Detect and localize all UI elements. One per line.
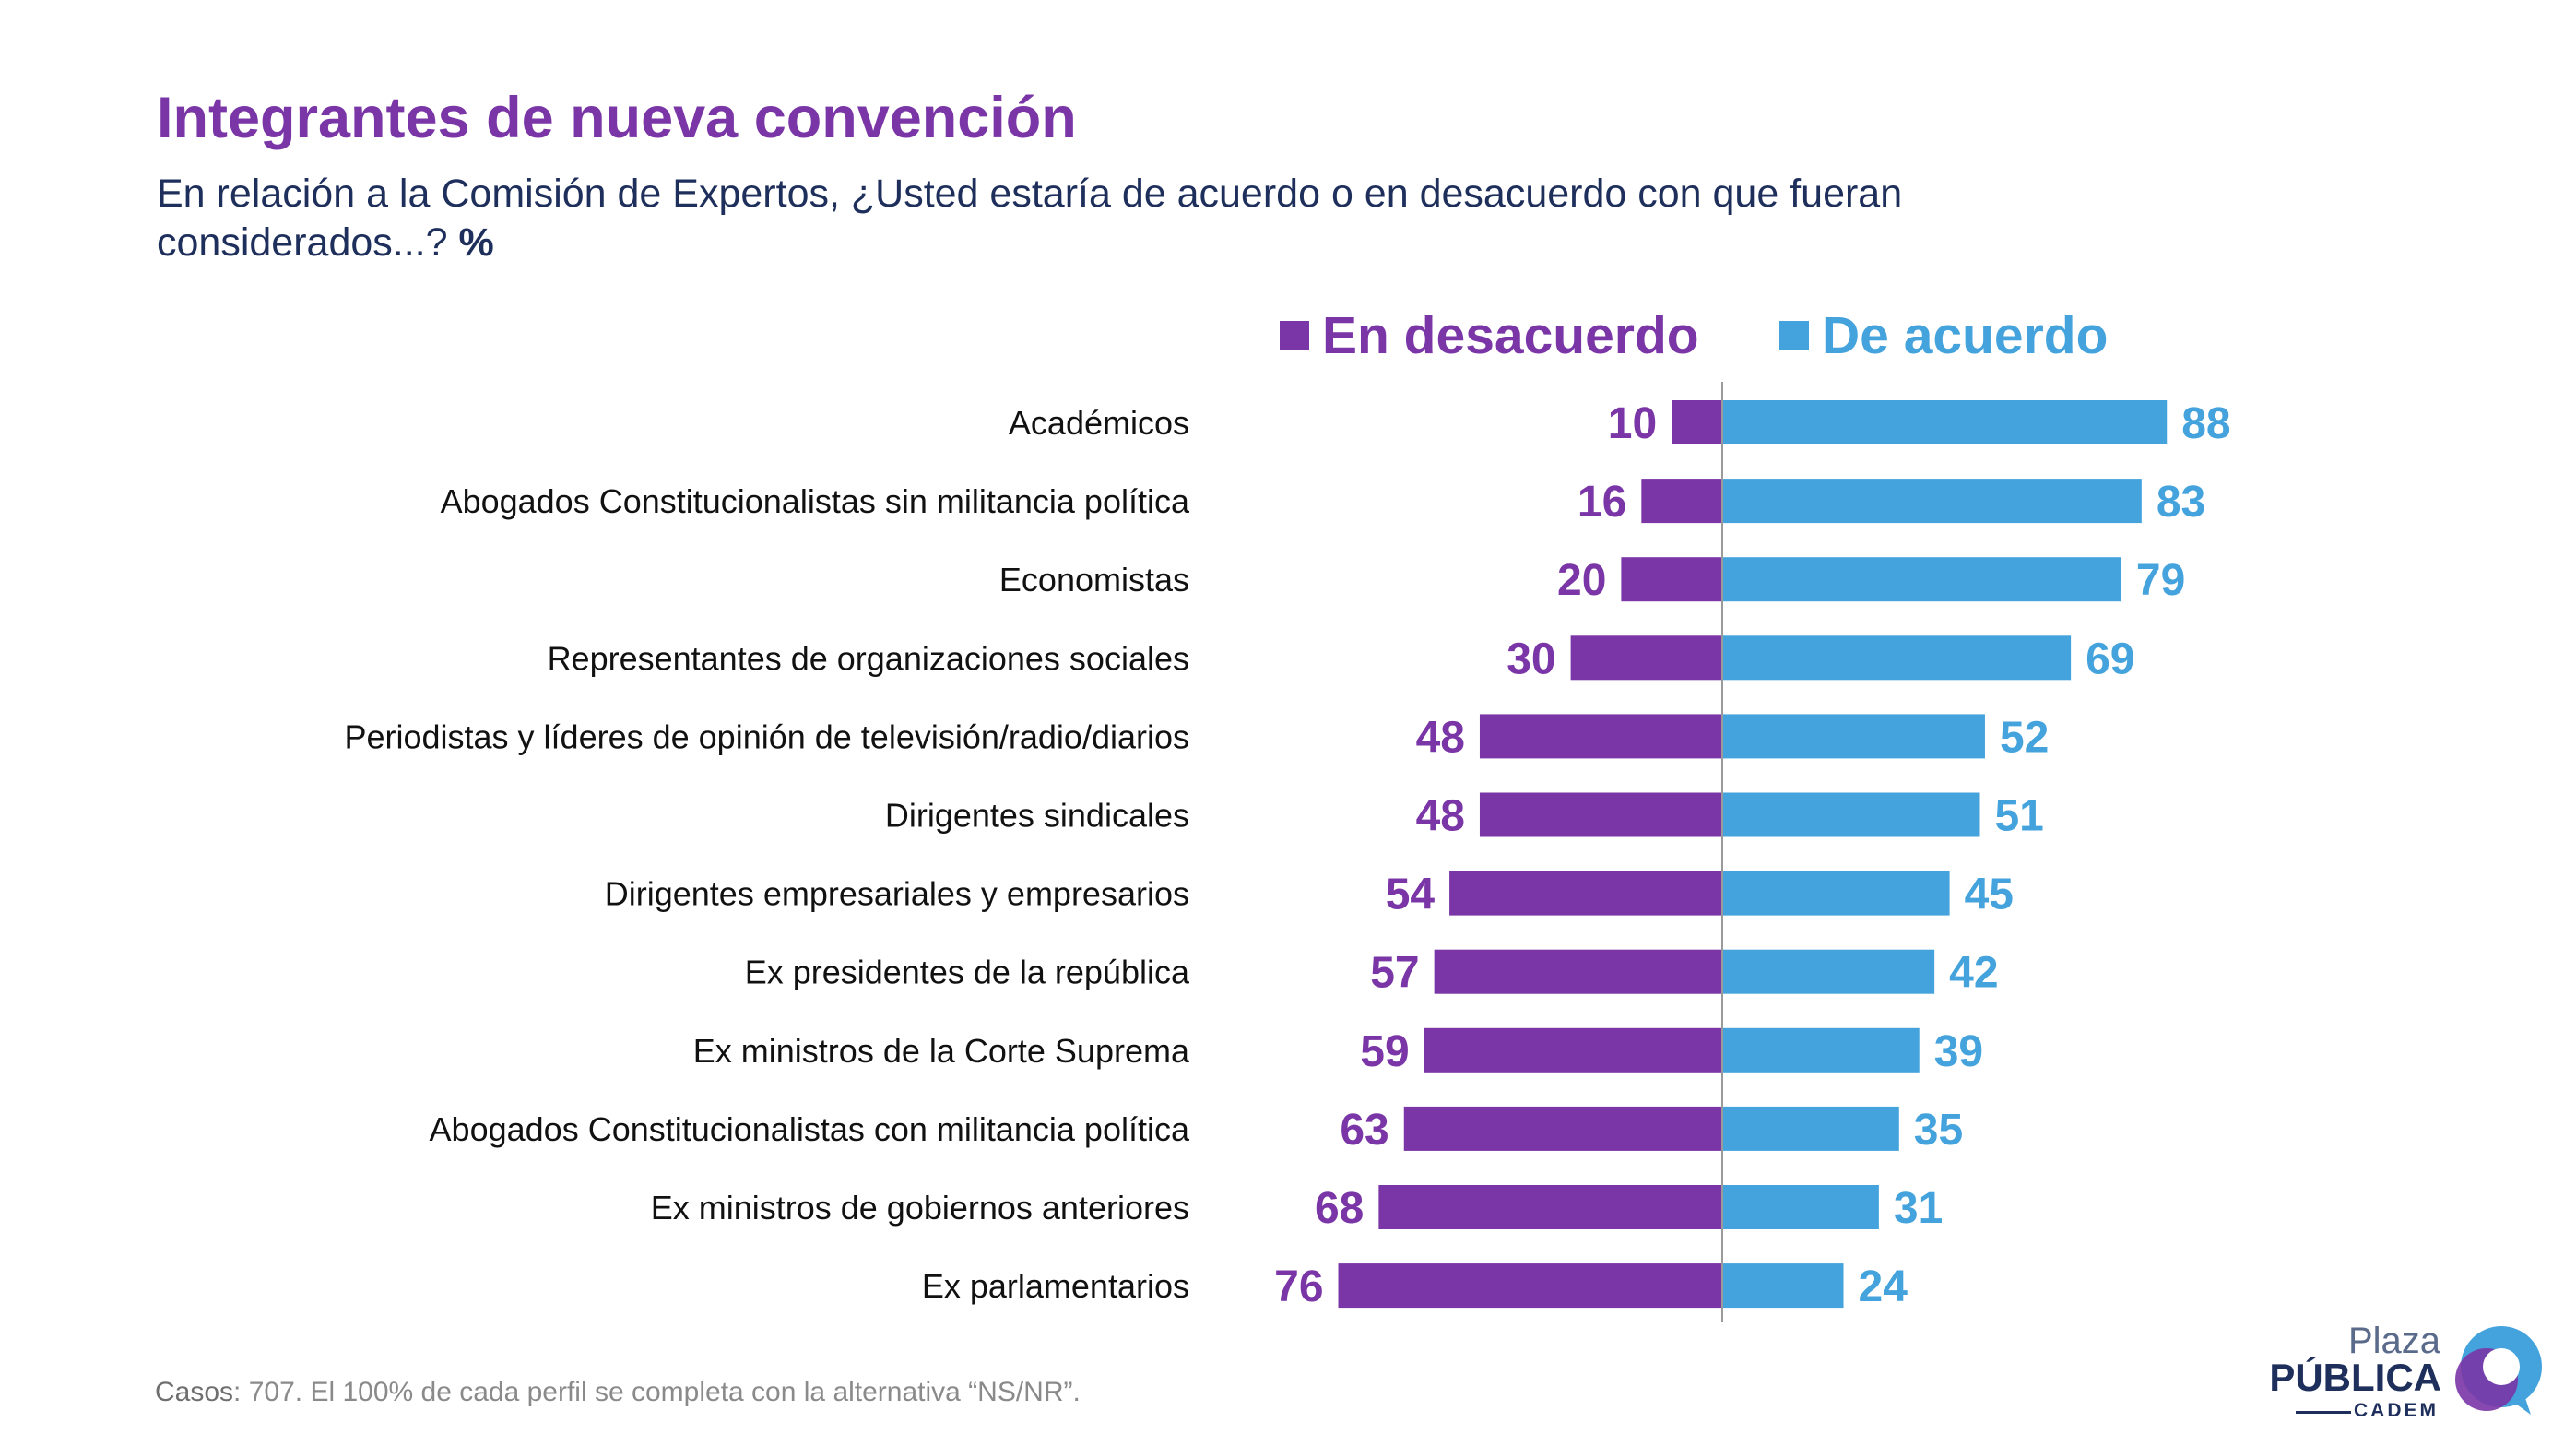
logo-line2: PÚBLICA (2269, 1356, 2441, 1399)
bar-disagree (1479, 792, 1722, 837)
data-label-agree: 45 (1965, 871, 2014, 919)
footnote-label: Casos (155, 1377, 234, 1407)
data-label-disagree: 48 (1416, 713, 1465, 762)
category-label: Ex presidentes de la república (745, 954, 1190, 991)
bar-agree (1722, 1027, 1920, 1073)
bar-disagree (1403, 1106, 1722, 1151)
bar-agree (1722, 714, 1985, 759)
legend-item-agree: De acuerdo (1779, 302, 2108, 369)
category-label: Abogados Constitucionalistas sin militan… (441, 482, 1190, 520)
bar-disagree (1479, 714, 1722, 759)
bar-agree (1722, 400, 2168, 444)
plaza-publica-logo: Plaza PÚBLICA CADEM (2269, 1319, 2549, 1429)
legend-label-disagree: En desacuerdo (1322, 306, 1699, 365)
data-label-agree: 35 (1914, 1106, 1963, 1155)
subtitle-text: En relación a la Comisión de Expertos, ¿… (157, 172, 1903, 265)
footnote-text: : 707. El 100% de cada perfil se complet… (233, 1377, 1081, 1407)
category-label: Abogados Constitucionalistas con militan… (430, 1110, 1190, 1148)
legend-swatch-disagree (1280, 321, 1309, 350)
bar-disagree (1672, 400, 1722, 444)
logo-line3: CADEM (2354, 1400, 2439, 1421)
footnote: Casos: 707. El 100% de cada perfil se co… (155, 1377, 1081, 1408)
data-label-agree: 24 (1859, 1262, 1908, 1311)
bar-disagree (1621, 557, 1722, 602)
data-label-disagree: 76 (1274, 1262, 1323, 1311)
bar-disagree (1424, 1027, 1722, 1073)
category-label: Ex parlamentarios (922, 1267, 1189, 1305)
category-label: Académicos (1009, 404, 1189, 442)
data-label-agree: 79 (2136, 556, 2185, 605)
category-label: Periodistas y líderes de opinión de tele… (344, 717, 1189, 755)
logo-rule (2296, 1411, 2351, 1414)
bar-agree (1722, 1106, 1899, 1151)
bar-disagree (1449, 871, 1722, 916)
data-label-disagree: 48 (1416, 792, 1465, 841)
category-label: Ex ministros de la Corte Suprema (693, 1032, 1190, 1070)
bar-agree (1722, 949, 1935, 994)
data-label-disagree: 10 (1608, 399, 1657, 448)
bar-agree (1722, 1185, 1879, 1229)
category-label: Economistas (999, 561, 1189, 599)
data-label-disagree: 57 (1370, 949, 1419, 998)
bar-disagree (1434, 949, 1722, 994)
bar-disagree (1570, 635, 1722, 681)
bar-disagree (1338, 1263, 1722, 1309)
data-label-disagree: 54 (1386, 871, 1436, 919)
data-label-disagree: 20 (1557, 556, 1606, 605)
bar-agree (1722, 479, 2142, 524)
bar-agree (1722, 792, 1980, 837)
bar-agree (1722, 871, 1950, 916)
page-title: Integrantes de nueva convención (157, 86, 1077, 150)
data-label-agree: 42 (1949, 949, 1998, 998)
bar-disagree (1378, 1185, 1722, 1229)
data-label-disagree: 16 (1578, 478, 1626, 527)
data-label-agree: 39 (1934, 1027, 1983, 1076)
legend-label-agree: De acuerdo (1822, 306, 2109, 365)
chart-subtitle: En relación a la Comisión de Expertos, ¿… (157, 170, 2204, 267)
speech-bubble-icon (2455, 1326, 2542, 1415)
category-label: Representantes de organizaciones sociale… (548, 639, 1189, 677)
data-label-disagree: 59 (1360, 1027, 1409, 1076)
data-label-disagree: 68 (1315, 1184, 1364, 1233)
data-label-agree: 83 (2157, 478, 2205, 527)
bar-disagree (1641, 479, 1722, 524)
legend-item-disagree: En desacuerdo (1280, 302, 1699, 369)
data-label-disagree: 30 (1507, 634, 1555, 683)
subtitle-unit: % (458, 220, 494, 265)
legend-swatch-agree (1779, 321, 1809, 350)
data-label-disagree: 63 (1340, 1106, 1388, 1155)
data-label-agree: 51 (1994, 792, 2043, 841)
bar-agree (1722, 557, 2121, 602)
data-label-agree: 52 (2000, 713, 2049, 762)
category-label: Dirigentes empresariales y empresarios (605, 875, 1189, 913)
category-label: Ex ministros de gobiernos anteriores (651, 1189, 1189, 1227)
data-label-agree: 69 (2086, 634, 2134, 683)
bar-agree (1722, 1263, 1844, 1309)
category-label: Dirigentes sindicales (885, 797, 1189, 835)
bar-agree (1722, 635, 2072, 681)
logo-line1: Plaza (2347, 1321, 2440, 1361)
data-label-agree: 88 (2181, 399, 2230, 448)
data-label-agree: 31 (1894, 1184, 1943, 1233)
